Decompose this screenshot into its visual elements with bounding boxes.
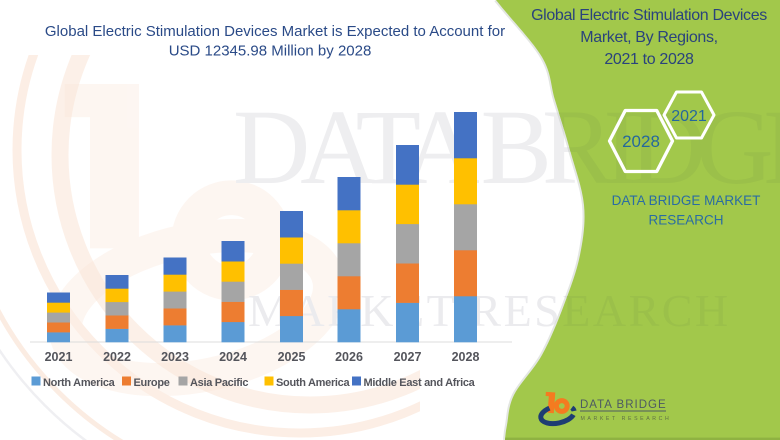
svg-text:USD 12345.98 Million by 2028: USD 12345.98 Million by 2028 xyxy=(169,43,372,60)
svg-text:MARKET RESEARCH: MARKET RESEARCH xyxy=(581,416,672,422)
svg-text:2026: 2026 xyxy=(335,350,363,364)
svg-text:2028: 2028 xyxy=(452,350,480,364)
svg-text:North America: North America xyxy=(43,377,116,389)
svg-text:2024: 2024 xyxy=(219,350,247,364)
svg-text:Middle East and Africa: Middle East and Africa xyxy=(364,377,476,389)
svg-text:DATA BRIDGE MARKET: DATA BRIDGE MARKET xyxy=(612,193,761,208)
svg-text:Asia Pacific: Asia Pacific xyxy=(190,377,248,389)
svg-text:Europe: Europe xyxy=(134,377,170,389)
svg-text:DATA BRIDGE: DATA BRIDGE xyxy=(580,399,667,411)
svg-text:2021 to 2028: 2021 to 2028 xyxy=(604,51,694,68)
svg-text:Global Electric Stimulation De: Global Electric Stimulation Devices Mark… xyxy=(45,23,505,40)
svg-text:Global Electric Stimulation De: Global Electric Stimulation Devices xyxy=(531,7,767,24)
svg-text:2021: 2021 xyxy=(671,108,707,125)
svg-text:South America: South America xyxy=(276,377,351,389)
svg-text:2027: 2027 xyxy=(394,350,422,364)
svg-text:2028: 2028 xyxy=(622,132,660,151)
svg-text:2022: 2022 xyxy=(103,350,131,364)
svg-text:RESEARCH: RESEARCH xyxy=(648,213,723,228)
svg-text:2025: 2025 xyxy=(278,350,306,364)
svg-text:2021: 2021 xyxy=(45,350,73,364)
svg-text:Market, By Regions,: Market, By Regions, xyxy=(580,29,717,46)
svg-text:2023: 2023 xyxy=(161,350,189,364)
